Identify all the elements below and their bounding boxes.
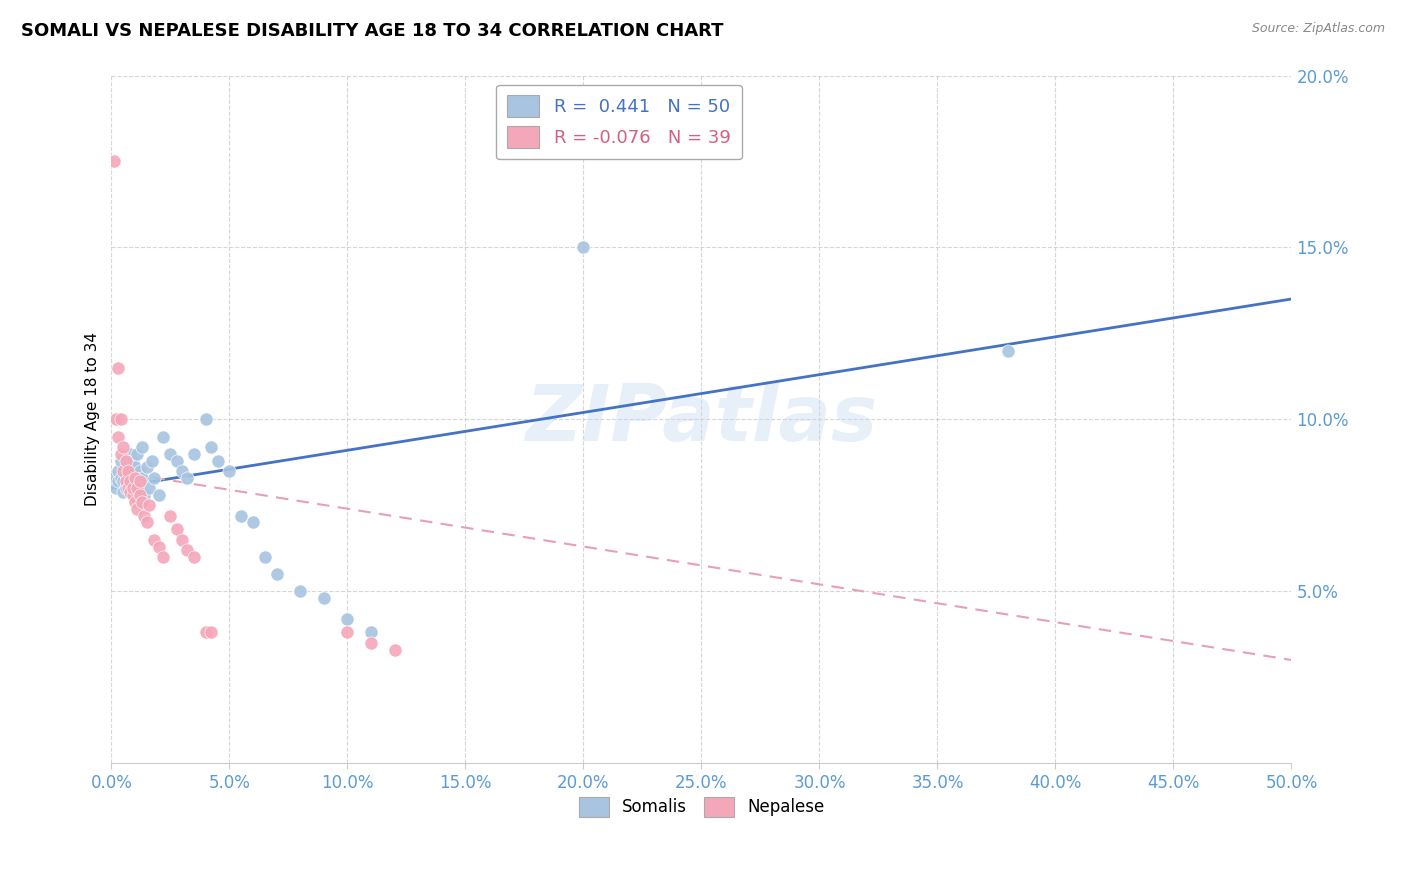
Point (135, 460, 157, 475)
Point (127, 501, 149, 516)
Point (142, 471, 165, 485)
Point (124, 471, 146, 485)
Point (110, 453, 132, 467)
Text: SOMALI VS NEPALESE DISABILITY AGE 18 TO 34 CORRELATION CHART: SOMALI VS NEPALESE DISABILITY AGE 18 TO … (21, 22, 724, 40)
Point (148, 540, 170, 554)
Point (360, 625, 382, 640)
Point (107, 474, 129, 488)
Point (131, 440, 153, 454)
Text: Source: ZipAtlas.com: Source: ZipAtlas.com (1251, 22, 1385, 36)
Point (231, 508, 253, 523)
Point (105, 412, 128, 426)
Point (176, 543, 198, 558)
Point (107, 429, 129, 443)
Point (112, 484, 135, 499)
Point (121, 481, 143, 495)
Point (128, 488, 150, 502)
Point (114, 453, 136, 467)
Point (112, 464, 135, 478)
Point (103, 154, 125, 169)
Point (135, 516, 157, 530)
Point (110, 471, 132, 485)
Point (117, 481, 139, 495)
Point (141, 453, 163, 467)
Point (103, 471, 125, 485)
Text: ZIPatlas: ZIPatlas (526, 381, 877, 458)
Point (120, 484, 142, 499)
Point (121, 471, 143, 485)
Point (117, 464, 139, 478)
Point (138, 481, 160, 495)
Point (127, 447, 149, 461)
Point (114, 467, 136, 482)
Point (124, 495, 146, 509)
Point (134, 508, 156, 523)
Point (124, 460, 146, 475)
Point (105, 481, 128, 495)
Point (152, 549, 174, 564)
Point (120, 447, 142, 461)
Point (159, 447, 181, 461)
Point (172, 533, 194, 547)
Point (997, 343, 1019, 358)
Point (127, 481, 149, 495)
Point (312, 591, 335, 606)
Point (200, 625, 222, 640)
Point (336, 625, 359, 640)
Point (360, 636, 382, 650)
Point (194, 625, 217, 640)
Point (117, 474, 139, 488)
Point (114, 481, 136, 495)
Point (152, 429, 174, 443)
Point (114, 474, 136, 488)
Legend: Somalis, Nepalese: Somalis, Nepalese (572, 790, 831, 823)
Point (131, 495, 153, 509)
Point (200, 440, 222, 454)
Point (128, 474, 150, 488)
Point (384, 642, 406, 657)
Point (266, 567, 288, 582)
Point (176, 471, 198, 485)
Point (194, 412, 217, 426)
Point (121, 488, 143, 502)
Point (112, 440, 135, 454)
Point (128, 484, 150, 499)
Point (112, 474, 135, 488)
Point (107, 360, 129, 375)
Point (172, 464, 194, 478)
Point (120, 474, 142, 488)
Point (124, 481, 146, 495)
Point (572, 240, 595, 254)
Y-axis label: Disability Age 18 to 34: Disability Age 18 to 34 (86, 333, 100, 507)
Point (166, 453, 188, 467)
Point (128, 464, 150, 478)
Point (131, 471, 153, 485)
Point (183, 549, 205, 564)
Point (242, 516, 264, 530)
Point (117, 460, 139, 475)
Point (183, 447, 205, 461)
Point (127, 474, 149, 488)
Point (336, 612, 359, 626)
Point (159, 508, 181, 523)
Point (253, 549, 276, 564)
Point (166, 522, 188, 536)
Point (142, 533, 165, 547)
Point (218, 464, 240, 478)
Point (120, 464, 142, 478)
Point (110, 412, 132, 426)
Point (121, 453, 143, 467)
Point (207, 453, 229, 467)
Point (290, 584, 312, 599)
Point (134, 488, 156, 502)
Point (107, 464, 129, 478)
Point (148, 488, 170, 502)
Point (138, 498, 160, 512)
Point (110, 447, 132, 461)
